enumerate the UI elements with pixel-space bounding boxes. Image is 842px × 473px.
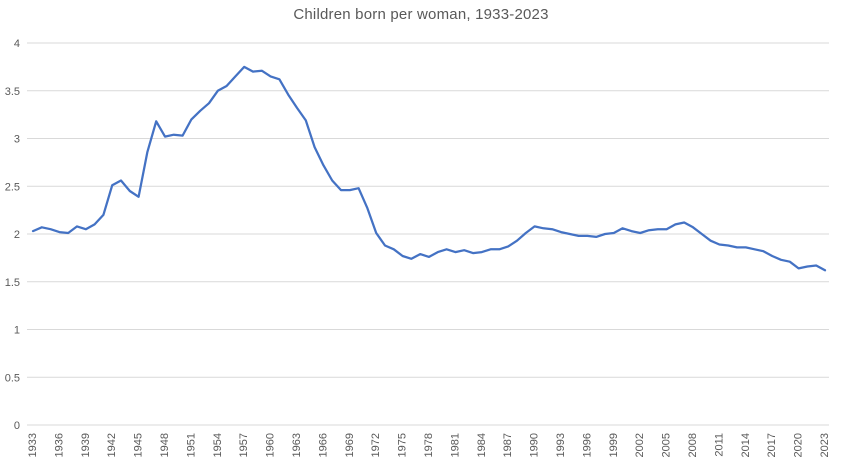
y-tick-label: 3.5 [5,86,20,98]
y-tick-label: 1 [14,325,20,337]
x-tick-label: 2005 [661,433,673,457]
x-tick-label: 1969 [344,433,356,457]
x-tick-label: 1984 [476,433,488,457]
x-tick-label: 2011 [713,433,725,457]
y-tick-label: 3 [14,134,20,146]
x-tick-label: 1999 [608,433,620,457]
y-tick-label: 4 [14,38,20,50]
y-tick-label: 2 [14,229,20,241]
x-tick-label: 2008 [687,433,699,457]
x-tick-label: 1933 [27,433,39,457]
x-tick-label: 1987 [502,433,514,457]
x-tick-label: 2002 [634,433,646,457]
x-tick-label: 1939 [80,433,92,457]
x-tick-label: 1948 [159,433,171,457]
y-tick-label: 0 [14,420,20,432]
x-tick-label: 1951 [185,433,197,457]
x-tick-label: 1966 [317,433,329,457]
chart-title: Children born per woman, 1933-2023 [293,6,549,23]
x-tick-label: 2017 [766,433,778,457]
x-tick-label: 1954 [212,433,224,457]
x-tick-label: 1972 [370,433,382,457]
x-tick-label: 2020 [793,433,805,457]
x-tick-label: 1990 [529,433,541,457]
fertility-rate-line [31,65,827,272]
x-tick-label: 1996 [581,433,593,457]
x-tick-label: 1960 [265,433,277,457]
x-tick-label: 1978 [423,433,435,457]
x-tick-label: 1975 [397,433,409,457]
x-tick-label: 1942 [106,433,118,457]
y-tick-label: 2.5 [5,181,20,193]
x-tick-label: 1993 [555,433,567,457]
x-tick-label: 1981 [449,433,461,457]
y-tick-label: 1.5 [5,277,20,289]
x-tick-label: 2014 [740,433,752,457]
x-tick-label: 2023 [819,433,831,457]
x-tick-label: 1957 [238,433,250,457]
x-tick-label: 1945 [133,433,145,457]
y-tick-label: 0.5 [5,372,20,384]
x-tick-label: 1963 [291,433,303,457]
x-tick-label: 1936 [53,433,65,457]
